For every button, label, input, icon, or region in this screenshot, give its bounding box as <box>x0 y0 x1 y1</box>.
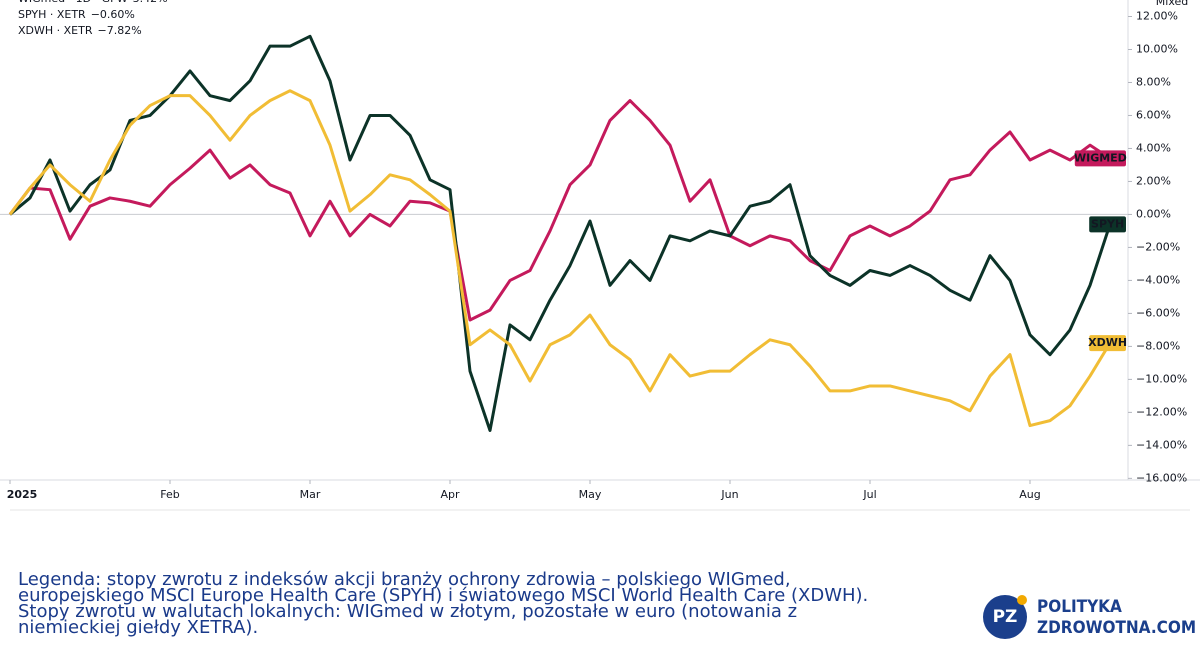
x-tick-label: Aug <box>1019 488 1040 501</box>
y-tick-label: 10.00% <box>1136 42 1178 55</box>
x-tick-label: Apr <box>440 488 460 501</box>
y-tick-label: −6.00% <box>1136 306 1180 319</box>
end-tag-label: XDWH <box>1088 336 1127 349</box>
logo: PZ POLITYKA ZDROWOTNA.COM <box>983 595 1196 641</box>
legend-label: XDWH · XETR <box>18 24 93 37</box>
legend-change: 3.42% <box>133 0 168 5</box>
logo-text: POLITYKA ZDROWOTNA.COM <box>1037 597 1196 639</box>
legend-label: WIGmed · 1D · GPW <box>18 0 128 5</box>
y-tick-label: −14.00% <box>1136 438 1187 451</box>
x-tick-label: Feb <box>160 488 179 501</box>
end-tag-bg <box>1074 150 1126 167</box>
caption-line: niemieckiej giełdy XETRA). <box>18 617 259 638</box>
x-tick-label: Mar <box>300 488 321 501</box>
end-tag-label: WIGMED <box>1074 151 1127 164</box>
logo-dot <box>1017 595 1027 605</box>
end-tag-label: SPYH <box>1091 217 1124 230</box>
y-tick-label: −2.00% <box>1136 240 1180 253</box>
legend-change: −7.82% <box>98 24 142 37</box>
scale-mode: Mixed <box>1156 0 1188 8</box>
end-tag: XDWH <box>1088 335 1127 352</box>
x-tick-label: Jul <box>862 488 876 501</box>
caption: Legenda: stopy zwrotu z indeksów akcji b… <box>18 569 918 638</box>
y-tick-label: −16.00% <box>1136 471 1187 484</box>
y-tick-label: −8.00% <box>1136 339 1180 352</box>
y-tick-label: 2.00% <box>1136 174 1171 187</box>
y-tick-label: 6.00% <box>1136 108 1171 121</box>
logo-line: ZDROWOTNA.COM <box>1037 618 1197 638</box>
end-tag-bg <box>1089 335 1126 352</box>
series-line <box>8 89 1112 428</box>
caption-line: europejskiego MSCI Europe Health Care (S… <box>18 585 869 606</box>
series-line <box>9 34 1112 433</box>
x-tick-label: Jun <box>720 488 738 501</box>
plot-area <box>0 0 1128 480</box>
y-tick-label: 4.00% <box>1136 141 1171 154</box>
end-tag: SPYH <box>1089 216 1126 233</box>
y-tick-label: 12.00% <box>1136 9 1178 22</box>
legend-label: SPYH · XETR <box>18 8 86 21</box>
y-tick-label: 8.00% <box>1136 75 1171 88</box>
series-line <box>8 99 1111 322</box>
end-tag: WIGMED <box>1074 150 1127 167</box>
y-tick-label: −12.00% <box>1136 405 1187 418</box>
x-tick-label: May <box>579 488 602 501</box>
end-tag-bg <box>1089 216 1126 233</box>
y-tick-label: 0.00% <box>1136 207 1171 220</box>
y-tick-label: −10.00% <box>1136 372 1187 385</box>
chart: Mixed 12.00% 10.00% 8.00% 6.00% 4.00% 2.00% 0.… <box>0 0 1200 511</box>
legend-change: −0.60% <box>91 8 135 21</box>
caption-line: Legenda: stopy zwrotu z indeksów akcji b… <box>18 569 791 590</box>
caption-line: Stopy zwrotu w walutach lokalnych: WIGme… <box>18 601 798 622</box>
x-tick-label: 2025 <box>7 488 38 501</box>
y-tick-label: −4.00% <box>1136 273 1180 286</box>
logo-line: POLITYKA <box>1037 597 1122 617</box>
